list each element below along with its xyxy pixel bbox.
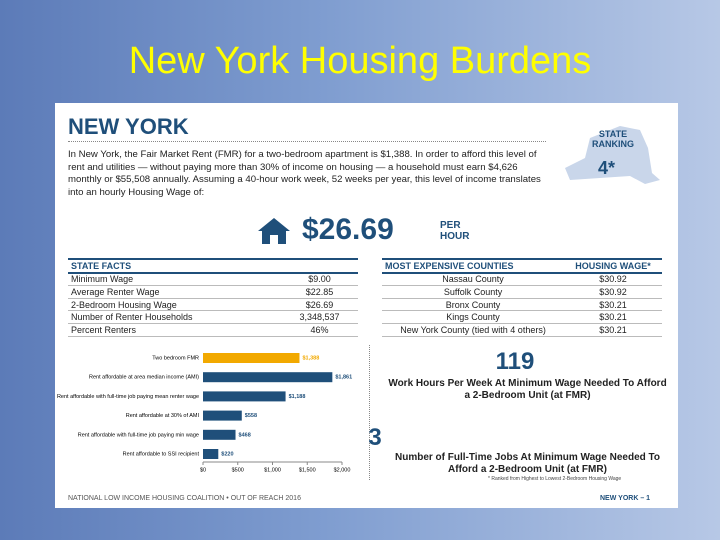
table-cell: Minimum Wage: [68, 272, 282, 287]
stat-value: 3: [368, 424, 382, 451]
x-tick-label: $2,000: [334, 467, 351, 473]
table-cell: Suffolk County: [382, 285, 565, 299]
state-name: NEW YORK: [68, 114, 189, 139]
table-cell: 3,348,537: [281, 310, 358, 324]
x-tick-label: $0: [200, 467, 206, 473]
value-label: $558: [245, 413, 257, 419]
value-label: $1,388: [302, 355, 319, 361]
table-row: Minimum Wage $9.00: [68, 272, 358, 287]
table-cell: Average Renter Wage: [68, 285, 282, 299]
value-label: $1,188: [289, 394, 306, 400]
table-header: HOUSING WAGE*: [564, 258, 662, 274]
table-cell: Bronx County: [382, 298, 565, 312]
house-icon: [258, 218, 290, 244]
x-tick-label: $1,500: [299, 467, 316, 473]
footer: NEW YORK – 1: [600, 495, 651, 502]
table-cell: $30.21: [564, 298, 662, 312]
ranking-label: STATE RANKING: [592, 129, 634, 149]
table-cell: $26.69: [281, 298, 358, 312]
slide-title: New York Housing Burdens: [128, 40, 592, 82]
table-row: New York County (tied with 4 others) $30.…: [382, 323, 662, 337]
category-label: Two bedroom FMR: [152, 355, 199, 361]
table-row: 2-Bedroom Housing Wage $26.69: [68, 298, 358, 312]
bar: [203, 353, 300, 363]
table-cell: $30.21: [564, 310, 662, 324]
bar: [203, 391, 286, 402]
ranking: 4*: [598, 158, 616, 178]
housing-wage: $26.69: [302, 213, 394, 246]
counties-table: MOST EXPENSIVE COUNTIES HOUSING WAGE* Na…: [382, 258, 662, 337]
rent-chart: Two bedroom FMR $1,388 Rent affordable at …: [57, 353, 352, 473]
state-map: [565, 126, 660, 184]
category-label: Rent affordable with full-time job payin…: [57, 394, 199, 400]
footnote: * Ranked from Highest to Lowest 2-Bedroo…: [488, 476, 622, 482]
intro-text: In New York, the Fair Market Rent (FMR) …: [68, 149, 541, 198]
footer: NATIONAL LOW INCOME HOUSING COALITION • …: [68, 495, 301, 502]
table-cell: New York County (tied with 4 others): [382, 323, 565, 337]
stat-label: Work Hours Per Week At Minimum Wage Need…: [388, 378, 667, 401]
bar: [203, 372, 333, 383]
table-header: MOST EXPENSIVE COUNTIES: [382, 258, 565, 274]
bar: [203, 449, 219, 459]
table-cell: 2-Bedroom Housing Wage: [68, 298, 282, 312]
table-cell: $30.92: [564, 285, 662, 299]
divider: [369, 345, 370, 480]
table-cell: Kings County: [382, 310, 565, 324]
state-facts-table: STATE FACTS Minimum Wage $9.00 Average Ren…: [68, 258, 358, 337]
table-cell: $22.85: [281, 285, 358, 299]
bar: [203, 429, 236, 440]
table-cell: 46%: [281, 323, 358, 337]
table-row: Bronx County $30.21: [382, 298, 662, 312]
stat-label: Number of Full-Time Jobs At Minimum Wage…: [394, 452, 660, 475]
x-tick-label: $1,000: [264, 467, 281, 473]
table-row: Number of Renter Households 3,348,537: [68, 310, 358, 324]
table-cell: Nassau County: [382, 272, 565, 287]
table-row: Kings County $30.21: [382, 310, 662, 324]
category-label: Rent affordable with full-time job payin…: [78, 432, 199, 438]
table-cell: Percent Renters: [68, 323, 282, 337]
housing-wage-unit: PER HOUR: [440, 220, 470, 242]
category-label: Rent affordable at area median income (A…: [89, 375, 199, 381]
table-row: Nassau County $30.92: [382, 272, 662, 287]
category-label: Rent affordable at 30% of AMI: [126, 413, 200, 419]
table-row: Percent Renters 46%: [68, 323, 358, 337]
table-cell: $30.21: [564, 323, 662, 337]
stat-value: 119: [495, 348, 535, 375]
category-label: Rent affordable to SSI recipient: [123, 451, 200, 457]
divider: [68, 141, 546, 142]
table-row: Suffolk County $30.92: [382, 285, 662, 299]
table-cell: $9.00: [281, 272, 358, 287]
value-label: $220: [221, 451, 233, 457]
x-tick-label: $500: [232, 467, 244, 473]
bar: [203, 410, 242, 421]
table-row: Average Renter Wage $22.85: [68, 285, 358, 299]
table-cell: $30.92: [564, 272, 662, 287]
value-label: $1,861: [335, 375, 352, 381]
value-label: $468: [239, 432, 251, 438]
table-header: STATE FACTS: [68, 258, 358, 274]
table-cell: Number of Renter Households: [68, 310, 282, 324]
